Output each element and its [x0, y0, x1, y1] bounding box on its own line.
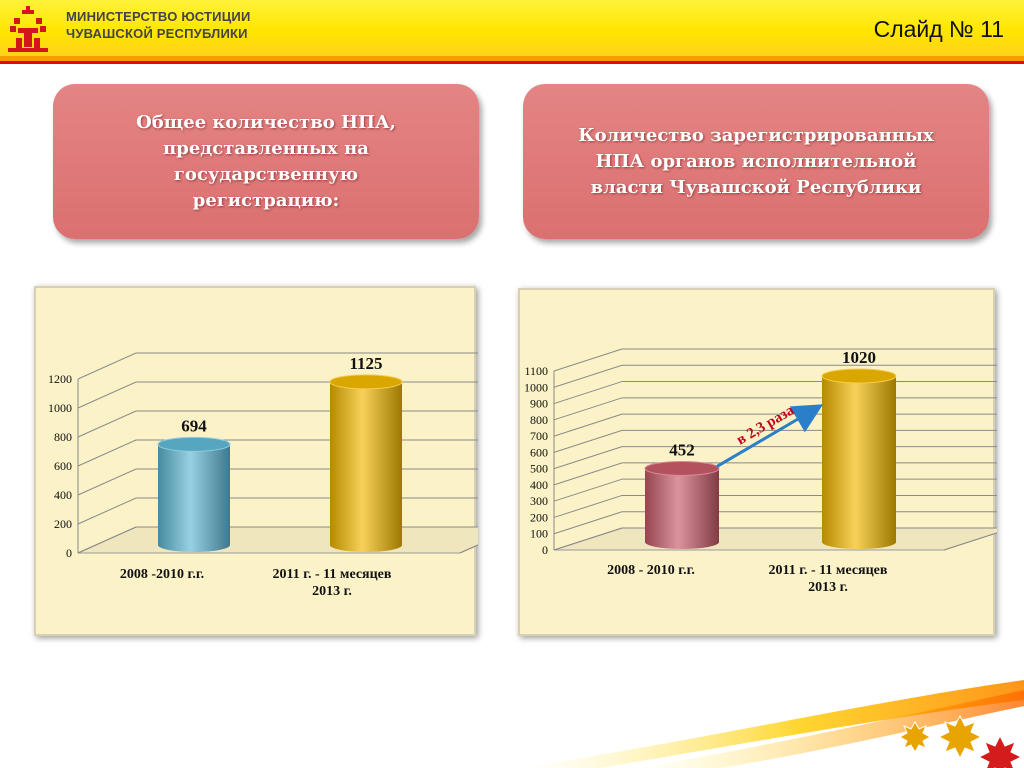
- header-bar: [0, 0, 1024, 56]
- gridline-side: [553, 364, 623, 388]
- gridline-side: [77, 497, 137, 525]
- right-chart: 0 100 200 300 400 500 600 700 800 900 1000 1100 452 1…: [524, 348, 997, 595]
- bar-top: [644, 460, 720, 476]
- left-title-text: Общее количество НПА, представленных на …: [136, 111, 396, 211]
- ministry-name-line2: ЧУВАШСКОЙ РЕСПУБЛИКИ: [66, 26, 248, 41]
- y-tick-label: 1000: [48, 401, 72, 415]
- y-tick-label: 0: [542, 543, 548, 557]
- y-tick-label: 700: [530, 429, 548, 443]
- bar-top: [157, 436, 231, 452]
- gridline-side: [553, 429, 623, 453]
- y-tick-label: 400: [530, 478, 548, 492]
- left-chart-panel: 0 200 400 600 800 1000 1200 694 1125 2008 -2010 г…: [34, 286, 478, 636]
- ministry-name-line1: МИНИСТЕРСТВО ЮСТИЦИИ: [66, 9, 251, 24]
- right-title-text: Количество зарегистрированных НПА органо…: [578, 124, 934, 198]
- data-label: 1020: [842, 348, 876, 367]
- y-tick-label: 1100: [524, 364, 548, 378]
- gridline-side: [553, 462, 623, 486]
- right-chart-panel: 0 100 200 300 400 500 600 700 800 900 1000 1100 452 1…: [518, 288, 997, 636]
- gridline-side: [553, 348, 623, 372]
- gridline-side: [553, 494, 623, 518]
- data-label: 1125: [349, 354, 382, 373]
- category-label: 2011 г. - 11 месяцев: [769, 563, 888, 578]
- floor-edge: [943, 532, 997, 551]
- right-title-box: Количество зарегистрированных НПА органо…: [523, 84, 989, 239]
- gridline-side: [77, 381, 137, 409]
- gridline-side: [77, 468, 137, 496]
- gridline-side: [553, 527, 623, 551]
- y-tick-label: 1000: [524, 380, 548, 394]
- y-tick-label: 900: [530, 397, 548, 411]
- gridline-side: [553, 446, 623, 470]
- slide-number: Слайд № 11: [873, 16, 1004, 42]
- growth-arrow: [716, 404, 824, 468]
- y-tick-label: 200: [54, 517, 72, 531]
- left-chart: 0 200 400 600 800 1000 1200 694 1125 2008 -2010 г…: [48, 352, 478, 599]
- bar: [645, 468, 719, 549]
- bar: [330, 381, 402, 552]
- data-label: 694: [181, 416, 207, 435]
- chuvash-emblem-icon: [8, 6, 48, 52]
- gridline-side: [77, 410, 137, 438]
- data-label: 452: [669, 440, 695, 459]
- y-tick-label: 600: [54, 459, 72, 473]
- gridline-side: [553, 397, 623, 421]
- y-tick-label: 800: [54, 430, 72, 444]
- header-orange-line: [0, 56, 1024, 61]
- y-tick-label: 100: [530, 527, 548, 541]
- bar-top: [821, 368, 897, 384]
- y-tick-label: 800: [530, 413, 548, 427]
- ministry-name: МИНИСТЕРСТВО ЮСТИЦИИ ЧУВАШСКОЙ РЕСПУБЛИК…: [66, 8, 251, 42]
- category-label: 2008 -2010 г.г.: [120, 567, 204, 582]
- gridline-side: [553, 413, 623, 437]
- bar: [158, 444, 230, 552]
- floor-edge: [459, 544, 478, 554]
- gridline-side: [77, 352, 137, 380]
- gridline-side: [77, 526, 137, 554]
- y-tick-label: 1200: [48, 372, 72, 386]
- category-label: 2008 - 2010 г.г.: [607, 563, 695, 578]
- y-tick-label: 400: [54, 488, 72, 502]
- left-title-box: Общее количество НПА, представленных на …: [53, 84, 479, 239]
- gridline-side: [553, 511, 623, 535]
- gridline-side: [553, 381, 623, 405]
- bar: [822, 376, 896, 549]
- category-label: 2013 г.: [808, 580, 848, 595]
- y-tick-label: 500: [530, 462, 548, 476]
- bar-top: [329, 374, 403, 390]
- y-tick-label: 0: [66, 546, 72, 560]
- gridline-side: [77, 439, 137, 467]
- header-red-line: [0, 61, 1024, 64]
- category-label: 2011 г. - 11 месяцев: [273, 567, 392, 582]
- y-tick-label: 600: [530, 445, 548, 459]
- y-tick-label: 200: [530, 510, 548, 524]
- category-label: 2013 г.: [312, 584, 352, 599]
- gridline-side: [553, 478, 623, 502]
- y-tick-label: 300: [530, 494, 548, 508]
